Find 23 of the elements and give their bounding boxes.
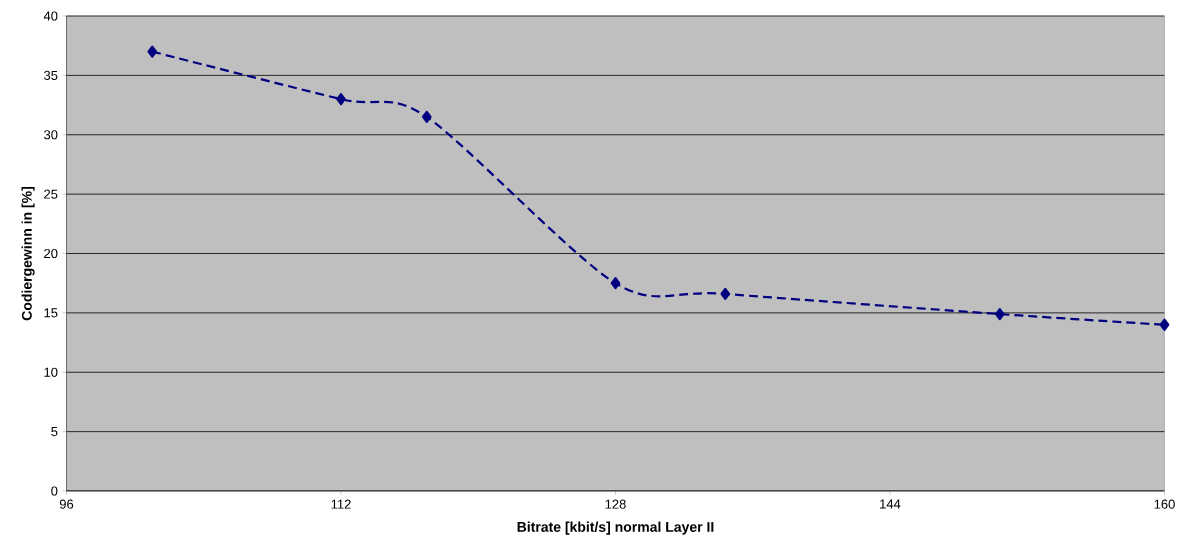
y-axis-title: Codiergewinn in [%]: [21, 187, 35, 321]
y-tick-label: 5: [51, 427, 58, 437]
point: [421, 110, 432, 124]
y-tick-label: 15: [44, 308, 58, 318]
y-tick-label: 20: [44, 248, 58, 259]
point: [610, 277, 621, 290]
point: [147, 45, 158, 58]
x-tick-label: 160: [1154, 499, 1175, 509]
y-tick-label: 30: [44, 130, 58, 140]
x-tick-label: 96: [59, 499, 74, 509]
x-tick-label: 128: [605, 499, 626, 509]
point: [720, 287, 731, 300]
y-tick-label: 10: [44, 367, 58, 377]
y-tick-label: 0: [51, 486, 58, 496]
y-tick-label: 35: [44, 70, 58, 80]
x-tick-label: 112: [331, 499, 351, 509]
y-tick-label: 40: [43, 11, 58, 21]
x-tick-label: 144: [880, 499, 901, 509]
y-tick-label: 25: [44, 189, 58, 199]
x-axis-title: Bitrate [kbit/s] normal Layer II: [517, 521, 714, 535]
point: [336, 93, 346, 106]
point: [994, 307, 1005, 321]
point: [1159, 318, 1170, 331]
